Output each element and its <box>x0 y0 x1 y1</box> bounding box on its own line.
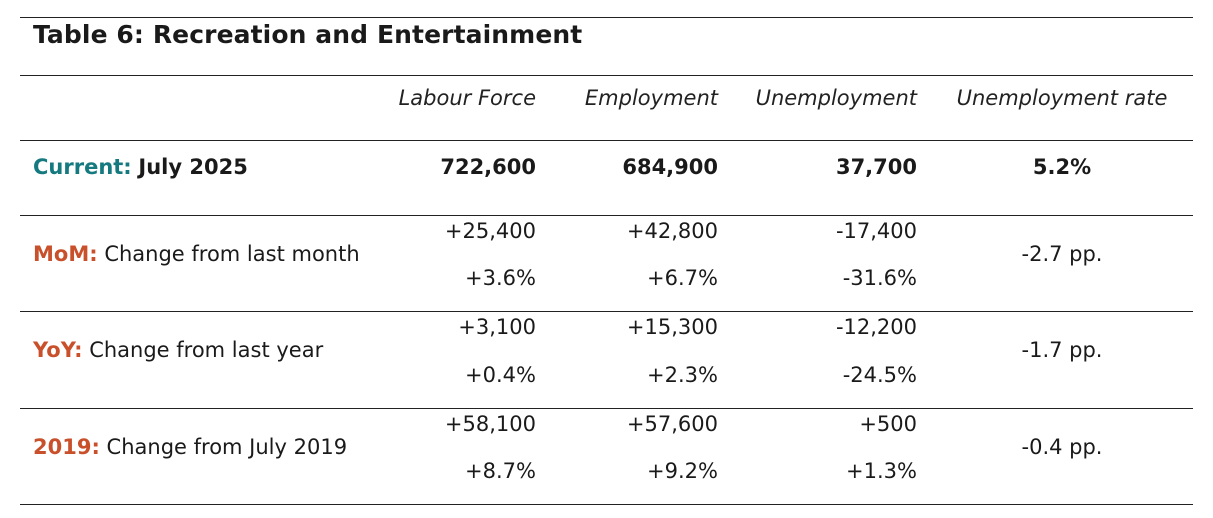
2019-unemployment-pct: +1.3% <box>846 459 917 483</box>
2019-unemployment-rate: -0.4 pp. <box>1021 435 1103 459</box>
yoy-unemployment-pct: -24.5% <box>842 363 917 387</box>
column-header-labour-force: Labour Force <box>398 86 536 110</box>
yoy-description: Change from last year <box>89 338 324 362</box>
2019-employment-pct: +9.2% <box>647 459 718 483</box>
current-unemployment: 37,700 <box>835 155 917 179</box>
mom-employment-abs: +42,800 <box>626 219 718 243</box>
mom-prefix: MoM: <box>33 242 98 266</box>
yoy-employment-pct: +2.3% <box>647 363 718 387</box>
yoy-employment-abs: +15,300 <box>626 315 718 339</box>
yoy-labour-force-pct: +0.4% <box>465 363 536 387</box>
table-title: Table 6: Recreation and Entertainment <box>33 20 583 49</box>
rule-below-current <box>20 215 1193 216</box>
column-header-employment: Employment <box>584 86 718 110</box>
mom-row-label: MoM: Change from last month <box>33 242 360 266</box>
rule-below-yoy <box>20 408 1193 409</box>
mom-employment-pct: +6.7% <box>647 266 718 290</box>
current-period: July 2025 <box>138 155 248 179</box>
rule-below-title <box>20 75 1193 76</box>
mom-labour-force-abs: +25,400 <box>444 219 536 243</box>
yoy-row-label: YoY: Change from last year <box>33 338 323 362</box>
current-employment: 684,900 <box>622 155 718 179</box>
rule-top <box>20 17 1193 18</box>
current-prefix: Current: <box>33 155 132 179</box>
2019-employment-abs: +57,600 <box>626 412 718 436</box>
current-labour-force: 722,600 <box>440 155 536 179</box>
mom-unemployment-rate: -2.7 pp. <box>1021 242 1103 266</box>
2019-prefix: 2019: <box>33 435 100 459</box>
mom-unemployment-abs: -17,400 <box>835 219 917 243</box>
rule-below-header <box>20 140 1193 141</box>
yoy-unemployment-rate: -1.7 pp. <box>1021 338 1103 362</box>
rule-bottom <box>20 504 1193 505</box>
rule-below-mom <box>20 311 1193 312</box>
current-unemployment-rate: 5.2% <box>1032 155 1092 179</box>
2019-unemployment-abs: +500 <box>859 412 917 436</box>
2019-description: Change from July 2019 <box>106 435 348 459</box>
mom-description: Change from last month <box>104 242 360 266</box>
mom-unemployment-pct: -31.6% <box>842 266 917 290</box>
yoy-prefix: YoY: <box>33 338 83 362</box>
mom-labour-force-pct: +3.6% <box>465 266 536 290</box>
2019-labour-force-pct: +8.7% <box>465 459 536 483</box>
column-header-unemployment: Unemployment <box>755 86 917 110</box>
column-header-unemployment-rate: Unemployment rate <box>956 86 1168 110</box>
2019-row-label: 2019: Change from July 2019 <box>33 435 347 459</box>
current-row-label: Current: July 2025 <box>33 155 248 179</box>
yoy-labour-force-abs: +3,100 <box>458 315 536 339</box>
yoy-unemployment-abs: -12,200 <box>835 315 917 339</box>
2019-labour-force-abs: +58,100 <box>444 412 536 436</box>
